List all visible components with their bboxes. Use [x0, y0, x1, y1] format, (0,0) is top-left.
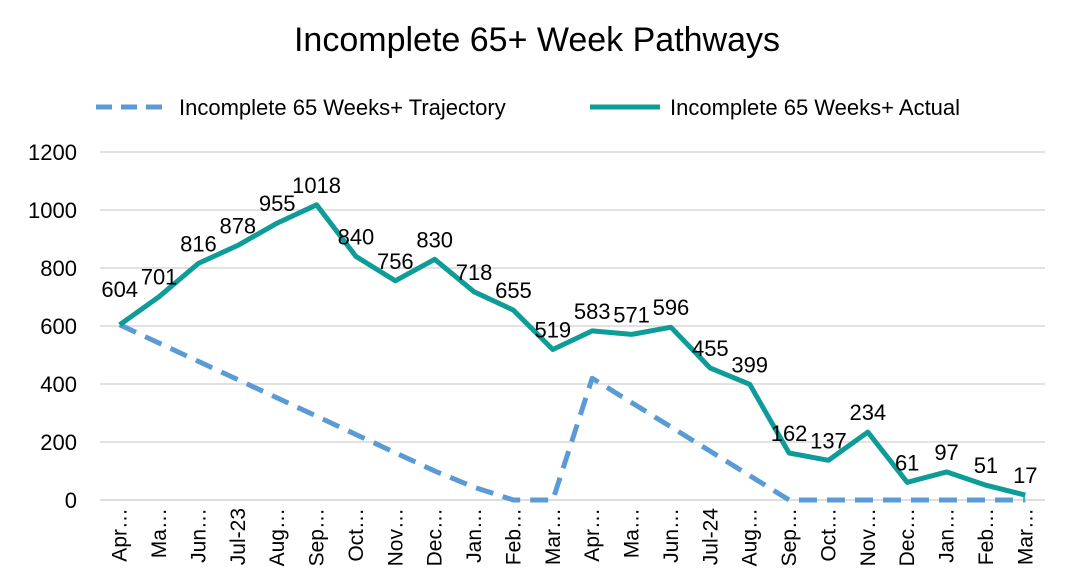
x-tick-label: Mar… [542, 508, 565, 565]
legend: Incomplete 65 Weeks+ Trajectory Incomple… [96, 95, 960, 120]
x-tick-label: Jul-24 [699, 508, 722, 566]
data-label: 756 [377, 249, 414, 274]
x-tick-label: Apr… [109, 508, 132, 562]
data-label: 655 [495, 278, 532, 303]
data-label: 816 [180, 231, 217, 256]
x-tick-label: Oct… [345, 508, 368, 562]
data-label: 234 [849, 400, 886, 425]
y-tick-label: 0 [65, 488, 77, 513]
y-tick-label: 1000 [28, 198, 77, 223]
data-label: 830 [416, 227, 453, 252]
x-tick-label: Nov… [384, 508, 407, 566]
x-tick-label: Jul-23 [227, 508, 250, 565]
data-label: 97 [934, 440, 958, 465]
y-tick-label: 600 [40, 314, 77, 339]
data-label: 455 [692, 336, 729, 361]
chart-title: Incomplete 65+ Week Pathways [294, 21, 780, 59]
x-tick-label: Aug… [266, 508, 289, 566]
data-label: 583 [574, 299, 611, 324]
x-tick-label: Ma… [621, 508, 644, 558]
x-tick-label: Sep… [306, 508, 329, 566]
x-tick-label: Ma… [148, 508, 171, 558]
legend-label-actual: Incomplete 65 Weeks+ Actual [670, 95, 960, 120]
x-axis: Apr… Ma… Jun… Jul-23 Aug… Sep… Oct… Nov… Dec… Jan… [100, 499, 1045, 566]
gridlines [100, 151, 1045, 501]
x-tick-label: Dec… [424, 508, 447, 566]
data-label: 17 [1013, 463, 1037, 488]
data-label: 701 [141, 265, 178, 290]
data-label: 137 [810, 428, 847, 453]
x-tick-label: Sep… [778, 508, 801, 566]
y-tick-label: 400 [40, 372, 77, 397]
data-label: 604 [101, 277, 138, 302]
data-label: 399 [731, 352, 768, 377]
y-tick-label: 200 [40, 430, 77, 455]
x-tick-label: Nov… [857, 508, 880, 566]
y-tick-label: 800 [40, 256, 77, 281]
x-tick-label: Oct… [817, 508, 840, 562]
data-label: 955 [259, 191, 296, 216]
x-tick-label: Aug… [739, 508, 762, 566]
x-tick-label: Dec… [896, 508, 919, 566]
data-label: 519 [534, 317, 571, 342]
data-label: 596 [653, 295, 690, 320]
x-tick-label: Jun… [660, 508, 683, 563]
series-lines [118, 202, 1026, 503]
data-label: 840 [338, 224, 375, 249]
data-label: 1018 [292, 173, 341, 198]
x-tick-label: Jun… [187, 508, 210, 563]
y-tick-label: 1200 [28, 140, 77, 165]
series-line-trajectory [118, 322, 1026, 503]
x-tick-label: Jan… [463, 508, 486, 563]
y-axis: 0 200 400 600 800 1000 1200 [28, 140, 77, 513]
x-tick-label: Jan… [936, 508, 959, 563]
x-tick-label: Mar… [1014, 508, 1037, 565]
x-tick-label: Feb… [975, 508, 998, 565]
x-tick-label: Apr… [581, 508, 604, 562]
data-label: 162 [771, 421, 808, 446]
x-tick-label: Feb… [502, 508, 525, 565]
data-label: 51 [974, 453, 998, 478]
legend-label-trajectory: Incomplete 65 Weeks+ Trajectory [179, 95, 506, 120]
data-label: 61 [895, 450, 919, 475]
series-line-actual [118, 202, 1026, 498]
data-label: 718 [456, 260, 493, 285]
data-label: 878 [219, 213, 256, 238]
data-label: 571 [613, 302, 650, 327]
